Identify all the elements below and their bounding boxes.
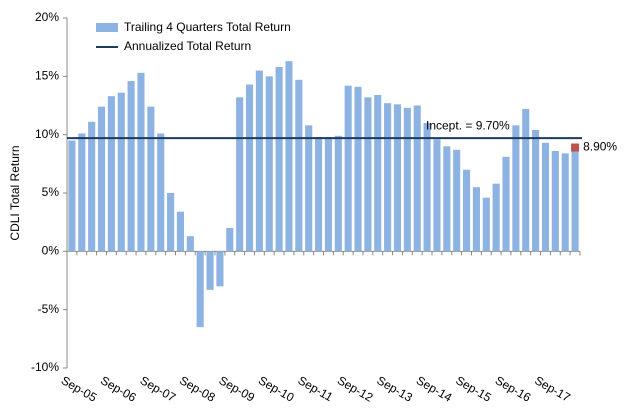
bar xyxy=(275,67,283,252)
bar xyxy=(176,211,185,252)
bar xyxy=(344,85,352,252)
bar xyxy=(423,123,431,252)
bar xyxy=(413,105,421,252)
bar xyxy=(433,139,441,252)
y-tick-label: 20% xyxy=(35,10,59,24)
x-tick-label: Sep-17 xyxy=(532,373,573,405)
bar xyxy=(265,76,273,252)
bar xyxy=(196,251,204,328)
latest-marker xyxy=(571,143,580,152)
bar xyxy=(561,153,569,252)
bar xyxy=(255,70,263,252)
y-tick-label: 0% xyxy=(42,244,60,258)
x-tick-label: Sep-05 xyxy=(59,373,100,405)
bar xyxy=(364,97,372,252)
bar xyxy=(206,251,214,290)
x-tick-label: Sep-10 xyxy=(256,373,297,405)
bar xyxy=(354,86,362,252)
x-tick-label: Sep-11 xyxy=(295,373,335,404)
bar xyxy=(482,197,490,252)
bar xyxy=(393,104,402,252)
bar xyxy=(571,147,579,252)
y-tick-label: 5% xyxy=(42,185,60,199)
legend-swatch xyxy=(96,23,118,32)
x-tick-label: Sep-16 xyxy=(493,373,534,405)
bar xyxy=(216,251,224,287)
legend-label: Annualized Total Return xyxy=(124,39,251,53)
bar xyxy=(324,137,332,252)
bar xyxy=(226,228,234,252)
line-annotation: Incept. = 9.70% xyxy=(426,118,510,132)
x-tick-label: Sep-13 xyxy=(374,373,415,405)
bar xyxy=(334,135,342,252)
bar xyxy=(512,125,520,252)
bar xyxy=(403,107,411,252)
bar xyxy=(147,106,155,252)
bar xyxy=(472,187,480,252)
x-tick-label: Sep-14 xyxy=(414,373,455,405)
bar xyxy=(127,81,135,252)
bar xyxy=(522,109,530,252)
x-tick-label: Sep-15 xyxy=(453,373,494,405)
bar xyxy=(551,151,559,252)
bar xyxy=(453,149,461,252)
y-tick-label: -10% xyxy=(31,360,59,374)
y-tick-label: -5% xyxy=(38,302,60,316)
bar xyxy=(88,121,96,252)
bar xyxy=(107,96,115,252)
bar xyxy=(186,236,194,252)
x-tick-label: Sep-08 xyxy=(177,373,218,405)
bar xyxy=(295,79,303,252)
bar xyxy=(245,84,254,252)
legend-label: Trailing 4 Quarters Total Return xyxy=(124,20,291,34)
bar xyxy=(157,133,165,252)
bar xyxy=(384,103,392,252)
x-tick-label: Sep-06 xyxy=(98,373,139,405)
bar xyxy=(137,72,145,252)
bar xyxy=(374,95,382,252)
bar xyxy=(492,183,500,252)
bar xyxy=(502,156,510,252)
bar xyxy=(462,169,471,252)
y-axis-title: CDLI Total Return xyxy=(8,145,22,240)
latest-label: 8.90% xyxy=(583,140,617,154)
bar xyxy=(236,97,244,252)
bar xyxy=(97,106,106,252)
bar xyxy=(541,142,550,252)
bar xyxy=(305,125,313,252)
bar xyxy=(315,137,323,252)
bar xyxy=(167,193,175,252)
x-tick-label: Sep-09 xyxy=(217,373,258,405)
bar xyxy=(117,92,125,252)
y-tick-label: 15% xyxy=(35,69,59,83)
y-tick-label: 10% xyxy=(35,127,59,141)
bar xyxy=(78,133,86,252)
bar xyxy=(285,61,293,252)
bar xyxy=(532,130,540,252)
bar xyxy=(443,146,451,252)
x-tick-label: Sep-07 xyxy=(138,373,179,405)
bar xyxy=(68,140,76,252)
x-tick-label: Sep-12 xyxy=(335,373,376,405)
